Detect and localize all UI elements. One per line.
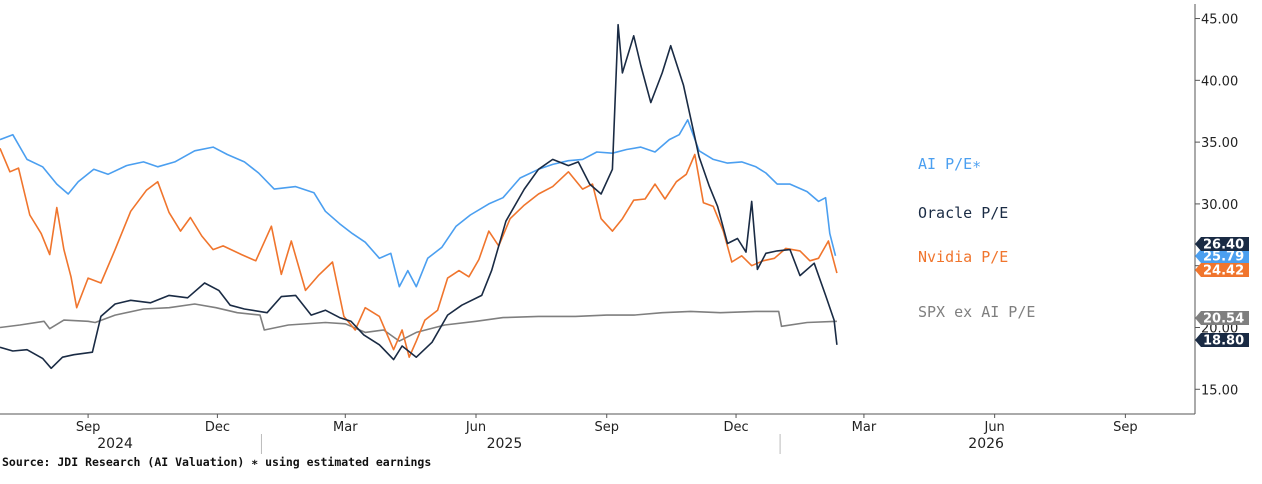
series-name-spx-ex-ai-p-e: SPX ex AI P/E: [918, 303, 1035, 321]
x-tick-label: Sep: [1113, 420, 1138, 435]
end-value-tag-oracle-p-e: [1195, 333, 1249, 347]
source-note: Source: JDI Research (AI Valuation) ∗ us…: [2, 455, 432, 469]
x-tick-label: Mar: [852, 420, 877, 435]
x-tick-label: Jun: [465, 420, 486, 435]
series-line-ai-p-e: [0, 119, 837, 288]
end-value-tag-spx-ex-ai-p-e: [1195, 311, 1249, 325]
y-tick-label: 20.00: [1201, 321, 1238, 336]
y-tick-label: 30.00: [1201, 198, 1238, 213]
x-tick-label: Sep: [76, 420, 101, 435]
series-line-nvidia-p-e: [0, 147, 838, 358]
year-label: 2025: [487, 436, 523, 452]
series-name-oracle-p-e: Oracle P/E: [918, 204, 1008, 222]
series-name-nvidia-p-e: Nvidia P/E: [918, 248, 1008, 266]
end-value-tag-nvidia-p-e: [1195, 263, 1249, 277]
end-value-tag-ai-p-e: [1195, 249, 1249, 263]
y-tick-label: 45.00: [1201, 13, 1238, 28]
series-group: [0, 23, 838, 370]
labels-group: AI P/E∗ Oracle P/E Nvidia P/E SPX ex AI P/E…: [918, 155, 1249, 349]
end-value-ai-p-e: 25.79: [1203, 250, 1244, 265]
y-tick-label: 35.00: [1201, 136, 1238, 151]
end-value-nvidia-p-e: 24.42: [1203, 264, 1244, 279]
end-value-tag-secondary: [1195, 237, 1249, 251]
end-value-spx-ex-ai-p-e: 20.54: [1203, 312, 1244, 327]
end-value-oracle-p-e: 18.80: [1203, 334, 1244, 349]
series-name-ai-p-e: AI P/E∗: [918, 155, 981, 173]
series-line-oracle-p-e: [0, 23, 838, 370]
x-tick-label: Jun: [983, 420, 1004, 435]
x-tick-label: Sep: [594, 420, 619, 435]
axes-group: 15.0020.0025.0030.0035.0040.0045.00SepDe…: [0, 4, 1238, 454]
y-tick-label: 15.00: [1201, 383, 1238, 398]
x-tick-label: Dec: [723, 420, 748, 435]
x-tick-label: Mar: [333, 420, 358, 435]
end-value-secondary: 26.40: [1203, 238, 1244, 253]
year-label: 2024: [97, 436, 133, 452]
year-label: 2026: [968, 436, 1004, 452]
series-line-spx-ex-ai-p-e: [0, 303, 837, 342]
x-tick-label: Dec: [205, 420, 230, 435]
y-tick-label: 40.00: [1201, 74, 1238, 89]
